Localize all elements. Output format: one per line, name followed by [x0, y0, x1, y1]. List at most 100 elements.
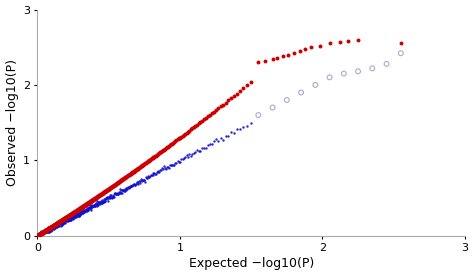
- Point: [150, 155, 158, 159]
- Point: [109, 184, 116, 189]
- Point: [145, 158, 153, 163]
- Point: [77, 211, 84, 215]
- Point: [40, 230, 47, 235]
- Point: [88, 198, 96, 202]
- Point: [58, 218, 66, 222]
- Point: [141, 180, 149, 185]
- Point: [123, 185, 130, 190]
- Point: [62, 216, 69, 220]
- Point: [35, 233, 42, 237]
- Point: [236, 89, 244, 93]
- Point: [179, 156, 186, 161]
- Point: [54, 221, 61, 225]
- Point: [135, 180, 142, 184]
- Point: [128, 184, 136, 188]
- Point: [66, 217, 73, 222]
- Point: [34, 233, 41, 238]
- Point: [129, 170, 137, 174]
- Point: [76, 206, 83, 211]
- Point: [43, 228, 50, 232]
- Point: [39, 230, 47, 234]
- Point: [55, 220, 63, 224]
- Point: [78, 210, 85, 214]
- Point: [51, 221, 59, 226]
- Point: [97, 199, 105, 203]
- Point: [222, 134, 229, 138]
- Point: [114, 180, 122, 185]
- Point: [202, 116, 210, 120]
- Point: [83, 201, 91, 206]
- Point: [204, 143, 211, 147]
- Point: [100, 200, 107, 204]
- Point: [52, 222, 60, 226]
- Point: [69, 211, 76, 215]
- Point: [57, 219, 65, 223]
- Point: [60, 220, 68, 225]
- Point: [72, 213, 80, 217]
- Point: [37, 231, 45, 235]
- Point: [62, 220, 69, 225]
- Point: [180, 155, 188, 160]
- Point: [184, 155, 192, 159]
- Point: [50, 225, 58, 230]
- Point: [146, 174, 154, 178]
- Point: [135, 179, 143, 184]
- Point: [133, 181, 140, 186]
- Point: [47, 225, 55, 229]
- Point: [95, 193, 102, 198]
- Point: [57, 218, 65, 223]
- Point: [50, 224, 58, 229]
- Point: [97, 200, 104, 205]
- Point: [45, 225, 52, 230]
- Point: [122, 175, 130, 179]
- Point: [55, 220, 63, 224]
- Point: [49, 225, 56, 229]
- Point: [107, 185, 114, 190]
- Point: [92, 203, 100, 208]
- Point: [42, 228, 49, 233]
- Point: [95, 193, 103, 198]
- Point: [91, 196, 99, 201]
- Point: [63, 215, 71, 219]
- Point: [217, 104, 224, 109]
- Point: [36, 233, 44, 238]
- Point: [47, 226, 55, 230]
- Point: [187, 153, 195, 158]
- Point: [44, 227, 52, 231]
- Point: [56, 222, 64, 226]
- Point: [128, 170, 136, 174]
- Point: [88, 204, 96, 209]
- Point: [89, 198, 97, 202]
- Point: [71, 209, 79, 214]
- Point: [40, 229, 48, 234]
- Point: [91, 203, 98, 207]
- Point: [46, 225, 54, 230]
- Point: [52, 223, 59, 227]
- Point: [167, 163, 175, 167]
- Point: [73, 213, 81, 217]
- Point: [49, 224, 56, 228]
- Point: [100, 190, 108, 194]
- Point: [109, 194, 117, 198]
- Point: [137, 177, 145, 182]
- Point: [182, 155, 189, 160]
- Point: [72, 209, 80, 213]
- Point: [83, 206, 91, 210]
- Point: [77, 205, 85, 210]
- Point: [158, 166, 166, 171]
- Point: [54, 221, 61, 226]
- Point: [38, 231, 46, 235]
- Point: [93, 204, 101, 208]
- Point: [40, 230, 47, 234]
- Point: [36, 232, 44, 237]
- Point: [183, 131, 191, 135]
- Point: [72, 213, 79, 217]
- Point: [247, 120, 255, 125]
- Point: [40, 230, 48, 234]
- Point: [93, 202, 100, 206]
- Point: [119, 188, 127, 192]
- Point: [100, 190, 108, 194]
- Point: [182, 131, 189, 136]
- Point: [44, 227, 51, 232]
- Point: [40, 230, 47, 234]
